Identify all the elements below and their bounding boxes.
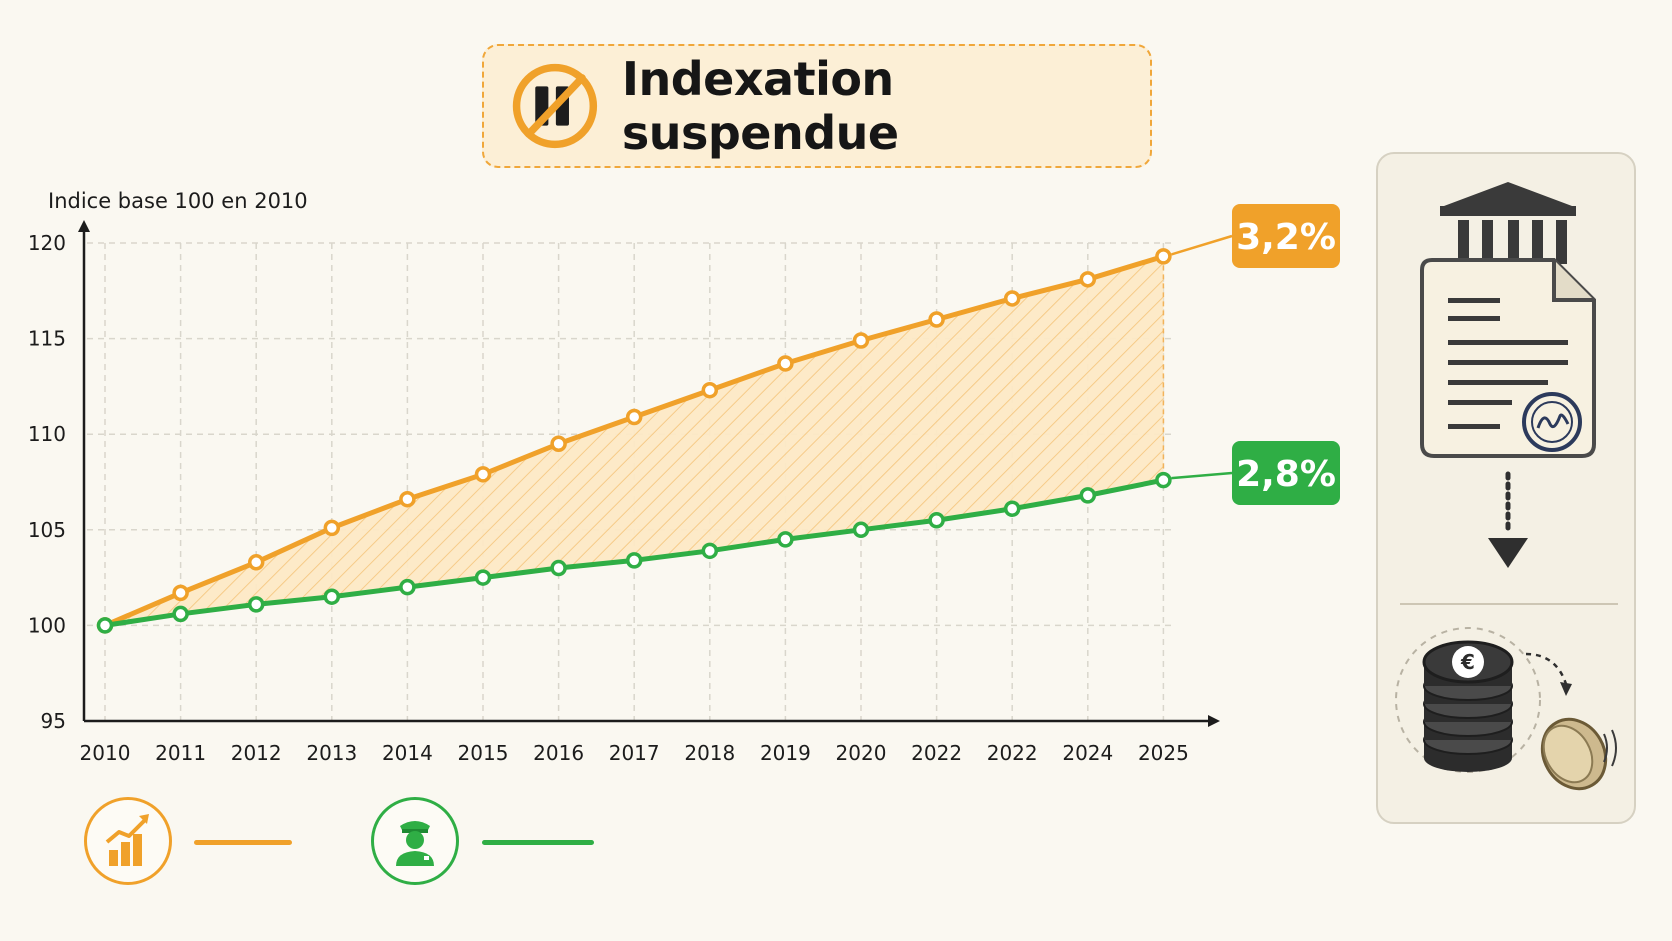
x-tick-label: 2020 (836, 741, 887, 765)
data-point-orange (550, 435, 567, 453)
x-tick-label: 2011 (155, 741, 206, 765)
x-tick-label: 2019 (760, 741, 811, 765)
data-point-orange (399, 490, 416, 508)
data-point-orange (323, 519, 341, 537)
x-axis-arrow (1208, 715, 1220, 727)
x-tick-label: 2013 (306, 741, 357, 765)
data-point-orange (474, 466, 492, 483)
data-point-orange (1003, 290, 1021, 307)
x-tick-label: 2022 (987, 741, 1038, 765)
y-axis-arrow (78, 220, 90, 232)
legend (84, 797, 624, 893)
data-point-green (777, 531, 794, 548)
data-point-orange (852, 332, 870, 349)
gap-area-fill (105, 256, 1164, 626)
x-tick-label: 2025 (1138, 741, 1189, 765)
y-tick-label: 105 (28, 518, 66, 542)
end-label-connector-orange (1171, 234, 1233, 256)
data-point-green (1155, 471, 1172, 489)
bank-icon (1440, 182, 1576, 264)
data-point-green (172, 605, 189, 623)
data-point-orange (928, 311, 945, 328)
end-label-orange: 3,2% (1236, 217, 1336, 258)
data-point-green (852, 521, 870, 539)
x-tick-label: 2017 (609, 741, 660, 765)
end-label-badge-orange (1232, 204, 1340, 268)
data-point-green (625, 552, 643, 569)
page-title: Indexation suspendue (621, 52, 899, 160)
x-tick-label: 2014 (382, 741, 433, 765)
line-chart: 3,2% 2,8% 95 100 105 110 115 120 2010 2011 2012 20… (28, 189, 1340, 765)
svg-text:€: € (1460, 650, 1475, 674)
growth-chart-icon (105, 814, 149, 866)
end-label-badge-green (1232, 441, 1340, 505)
data-point-orange (701, 381, 719, 399)
y-tick-label: 100 (28, 613, 66, 637)
gap-area (105, 256, 1165, 626)
x-tick-label: 2015 (458, 741, 509, 765)
title-banner: Indexation suspendue (482, 44, 1152, 168)
legend-line-green (482, 840, 594, 845)
data-point-orange (1155, 248, 1172, 265)
end-label-connector-green (1171, 471, 1233, 480)
signed-document-icon (1420, 258, 1596, 458)
data-point-green (1079, 487, 1097, 504)
data-point-green (701, 542, 719, 560)
data-point-green (323, 588, 341, 605)
data-point-green (1003, 500, 1021, 518)
data-point-green (474, 569, 492, 586)
pensioner-icon (396, 821, 434, 866)
y-tick-label: 110 (28, 422, 66, 446)
y-axis-title: Indice base 100 en 2010 (48, 189, 308, 213)
x-tick-label: 2022 (911, 741, 962, 765)
euro-coins-stack-icon: € (1395, 627, 1541, 773)
down-arrow-icon (1488, 471, 1528, 568)
data-point-green (96, 617, 114, 634)
data-point-orange (1079, 271, 1097, 288)
end-label-green: 2,8% (1236, 454, 1336, 495)
x-tick-label: 2012 (231, 741, 282, 765)
series: 3,2% 2,8% (96, 204, 1340, 634)
y-tick-label: 95 (41, 709, 66, 733)
x-tick-label: 2024 (1062, 741, 1113, 765)
axes (78, 220, 1220, 727)
data-point-green (550, 559, 567, 577)
x-tick-label: 2010 (80, 741, 131, 765)
legend-line-orange (194, 840, 292, 845)
side-panel: € (1376, 152, 1636, 824)
x-tick-label: 2018 (684, 741, 735, 765)
falling-coin-icon (1525, 652, 1617, 791)
y-tick-label: 120 (28, 231, 66, 255)
data-point-green (399, 578, 416, 596)
tick-labels: 95 100 105 110 115 120 2010 2011 2012 2013 2014 201… (28, 231, 1189, 765)
data-point-green (247, 596, 265, 613)
data-point-orange (172, 584, 189, 602)
y-tick-label: 115 (28, 327, 66, 351)
data-point-orange (247, 554, 265, 571)
legend-circle (84, 797, 172, 885)
data-point-green (928, 511, 945, 529)
data-point-orange (625, 408, 643, 426)
pause-prohibited-icon (512, 63, 598, 149)
data-point-orange (777, 355, 794, 372)
x-tick-label: 2016 (533, 741, 584, 765)
legend-circle (371, 797, 459, 885)
